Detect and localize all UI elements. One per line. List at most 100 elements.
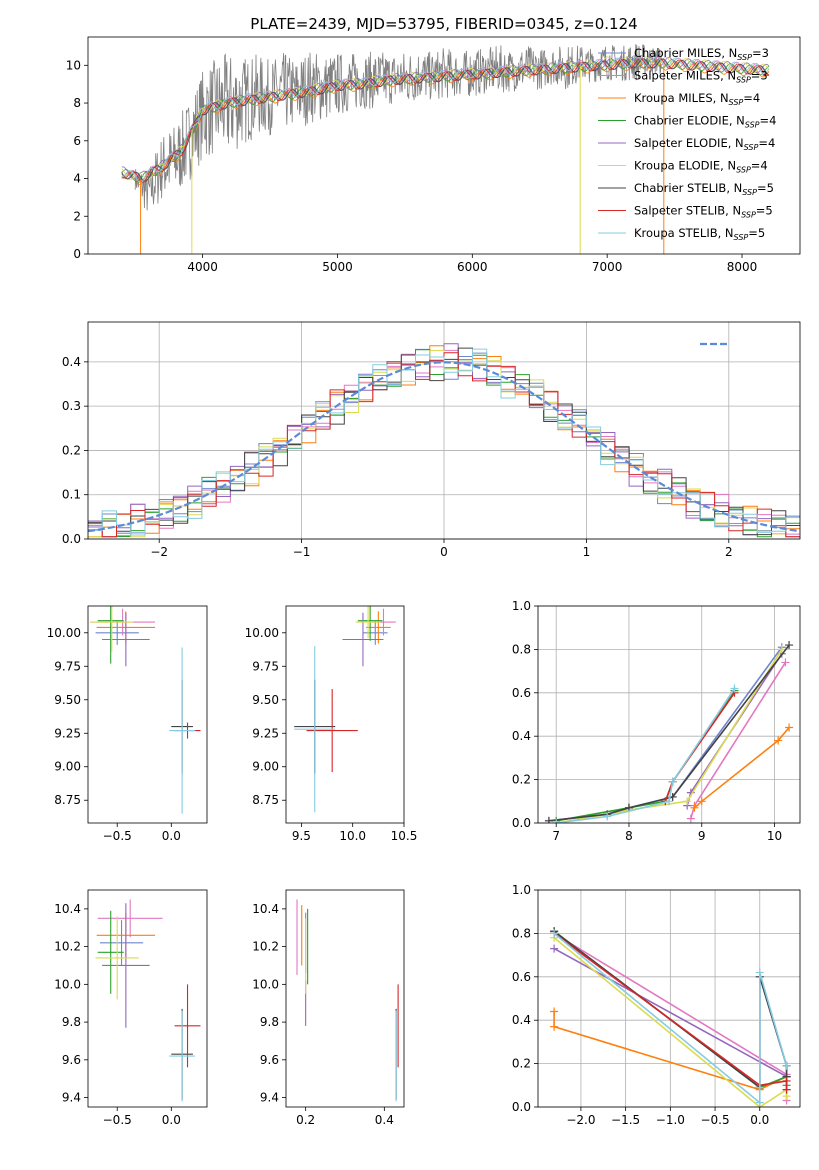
x-tick-label: −1 bbox=[293, 545, 311, 559]
x-tick-label: 0 bbox=[440, 545, 448, 559]
mass-weight-marker bbox=[755, 1083, 764, 1092]
x-tick-label: 0.0 bbox=[750, 1113, 769, 1127]
y-tick-label: 9.00 bbox=[252, 760, 279, 774]
y-tick-label: 8 bbox=[73, 96, 81, 110]
y-tick-label: 0.2 bbox=[512, 1057, 531, 1071]
y-tick-label: 9.00 bbox=[54, 760, 81, 774]
x-tick-label: −1.0 bbox=[656, 1113, 685, 1127]
axes-frame bbox=[87, 605, 208, 824]
mass-weight-line bbox=[693, 726, 790, 809]
y-tick-label: 0.6 bbox=[512, 686, 531, 700]
y-tick-label: 0.6 bbox=[512, 970, 531, 984]
axes-spectrum: 4000 5000 6000 7000 8000 0 2 4 6 8 10 Chabrier MILE… bbox=[66, 36, 801, 274]
legend-suffix: =5 bbox=[757, 181, 774, 195]
y-tick-label: 0.8 bbox=[512, 926, 531, 940]
plot-area bbox=[294, 606, 396, 813]
y-tick-label: 9.75 bbox=[252, 659, 279, 673]
x-tick-label: 1 bbox=[583, 545, 591, 559]
mass-weight-line bbox=[556, 688, 736, 823]
legend-label: Salpeter ELODIE, N bbox=[634, 136, 744, 150]
y-tick-label: 9.6 bbox=[260, 1053, 279, 1067]
axes-age-vs-Z: −0.5 0.0 8.75 9.00 9.25 9.50 9.75 10.00 bbox=[47, 605, 208, 843]
mass-weight-marker bbox=[755, 1098, 764, 1107]
legend-suffix: =5 bbox=[756, 204, 773, 218]
mass-weight-line bbox=[690, 661, 787, 819]
plot-area bbox=[121, 44, 770, 254]
axes-mass-vs-EBV: 0.2 0.4 9.4 9.6 9.8 10.0 10.2 10.4 bbox=[252, 889, 405, 1127]
axes-residuals: −2 −1 0 1 2 0.0 0.1 0.2 0.3 0.4 bbox=[62, 321, 801, 559]
x-tick-label: −0.5 bbox=[700, 1113, 729, 1127]
y-tick-label: 8.75 bbox=[252, 793, 279, 807]
mass-weight-marker bbox=[665, 797, 673, 806]
mass-weight-line bbox=[556, 690, 736, 822]
legend-label: Chabrier MILES, N bbox=[634, 46, 737, 60]
plot-area bbox=[95, 899, 201, 1102]
x-tick-label: 6000 bbox=[457, 260, 488, 274]
y-tick-label: 9.4 bbox=[62, 1091, 81, 1105]
axes-frame bbox=[87, 889, 208, 1108]
axes-massweight-vs-age: 7 8 9 10 0.0 0.2 0.4 0.6 0.8 1.0 bbox=[512, 599, 801, 843]
y-tick-label: 0.0 bbox=[512, 1100, 531, 1114]
axes-frame bbox=[537, 889, 801, 1108]
mass-weight-line bbox=[664, 692, 736, 802]
y-tick-label: 10.4 bbox=[54, 902, 81, 916]
legend-suffix: =5 bbox=[748, 226, 765, 240]
y-tick-label: 10.2 bbox=[252, 940, 279, 954]
legend-entry: Salpeter MILES, NSSP=3 bbox=[634, 69, 768, 85]
y-tick-label: 10.0 bbox=[252, 977, 279, 991]
legend-subscript: SSP bbox=[737, 53, 752, 62]
plot-area bbox=[90, 606, 201, 814]
legend-subscript: SSP bbox=[742, 188, 757, 197]
y-tick-label: 0 bbox=[73, 247, 81, 261]
mass-weight-marker bbox=[603, 812, 612, 821]
mass-weight-marker bbox=[550, 929, 559, 938]
mass-weight-marker bbox=[777, 645, 786, 654]
axes-frame bbox=[285, 889, 405, 1108]
model-line bbox=[121, 56, 770, 184]
x-tick-label: 10.0 bbox=[339, 829, 366, 843]
mass-weight-marker bbox=[697, 797, 706, 806]
y-tick-label: 0.1 bbox=[62, 488, 81, 502]
x-tick-label: −0.5 bbox=[103, 1113, 132, 1127]
mass-weight-marker bbox=[550, 1007, 559, 1016]
mass-weight-line bbox=[548, 644, 790, 822]
mass-weight-marker bbox=[782, 1061, 791, 1070]
x-tick-label: 7000 bbox=[592, 260, 623, 274]
legend-label: Salpeter MILES, N bbox=[634, 69, 736, 83]
x-tick-label: 0.0 bbox=[162, 829, 181, 843]
x-tick-label: 0.4 bbox=[375, 1113, 394, 1127]
x-tick-label: 0.2 bbox=[296, 1113, 315, 1127]
axes-mass-vs-Z: −0.5 0.0 9.4 9.6 9.8 10.0 10.2 10.4 bbox=[54, 889, 208, 1127]
legend-subscript: SSP bbox=[736, 76, 751, 85]
x-tick-label: 8000 bbox=[727, 260, 758, 274]
y-tick-label: 8.75 bbox=[54, 793, 81, 807]
mass-weight-line bbox=[553, 932, 788, 1090]
legend-label: Kroupa MILES, N bbox=[634, 91, 729, 105]
x-tick-label: 4000 bbox=[187, 260, 218, 274]
y-tick-label: 9.6 bbox=[62, 1053, 81, 1067]
x-tick-label: 8 bbox=[625, 829, 633, 843]
mass-weight-marker bbox=[552, 819, 561, 823]
y-tick-label: 9.75 bbox=[54, 659, 81, 673]
figure-title: PLATE=2439, MJD=53795, FIBERID=0345, z=0… bbox=[250, 15, 637, 33]
legend-subscript: SSP bbox=[741, 211, 756, 220]
model-line bbox=[121, 56, 770, 180]
legend-entry: Salpeter ELODIE, NSSP=4 bbox=[634, 136, 775, 152]
y-tick-label: 10.2 bbox=[54, 940, 81, 954]
mass-weight-marker bbox=[690, 803, 699, 812]
mass-weight-marker bbox=[774, 736, 783, 745]
legend-label: Salpeter STELIB, N bbox=[634, 204, 741, 218]
legend-suffix: =4 bbox=[758, 136, 775, 150]
legend-suffix: =4 bbox=[751, 159, 768, 173]
y-tick-label: 9.50 bbox=[252, 693, 279, 707]
y-tick-label: 0.0 bbox=[62, 532, 81, 546]
mass-weight-marker bbox=[781, 658, 790, 667]
y-tick-label: 9.25 bbox=[54, 726, 81, 740]
x-tick-label: 10 bbox=[767, 829, 782, 843]
x-tick-label: −2.0 bbox=[566, 1113, 595, 1127]
y-tick-label: 10.00 bbox=[47, 626, 81, 640]
axes-massweight-vs-Z: −2.0 −1.5 −1.0 −0.5 0.0 0.0 0.2 0.4 0.6 0.8 1.0 bbox=[512, 883, 801, 1127]
y-tick-label: 9.4 bbox=[260, 1091, 279, 1105]
mass-weight-marker bbox=[668, 777, 677, 786]
